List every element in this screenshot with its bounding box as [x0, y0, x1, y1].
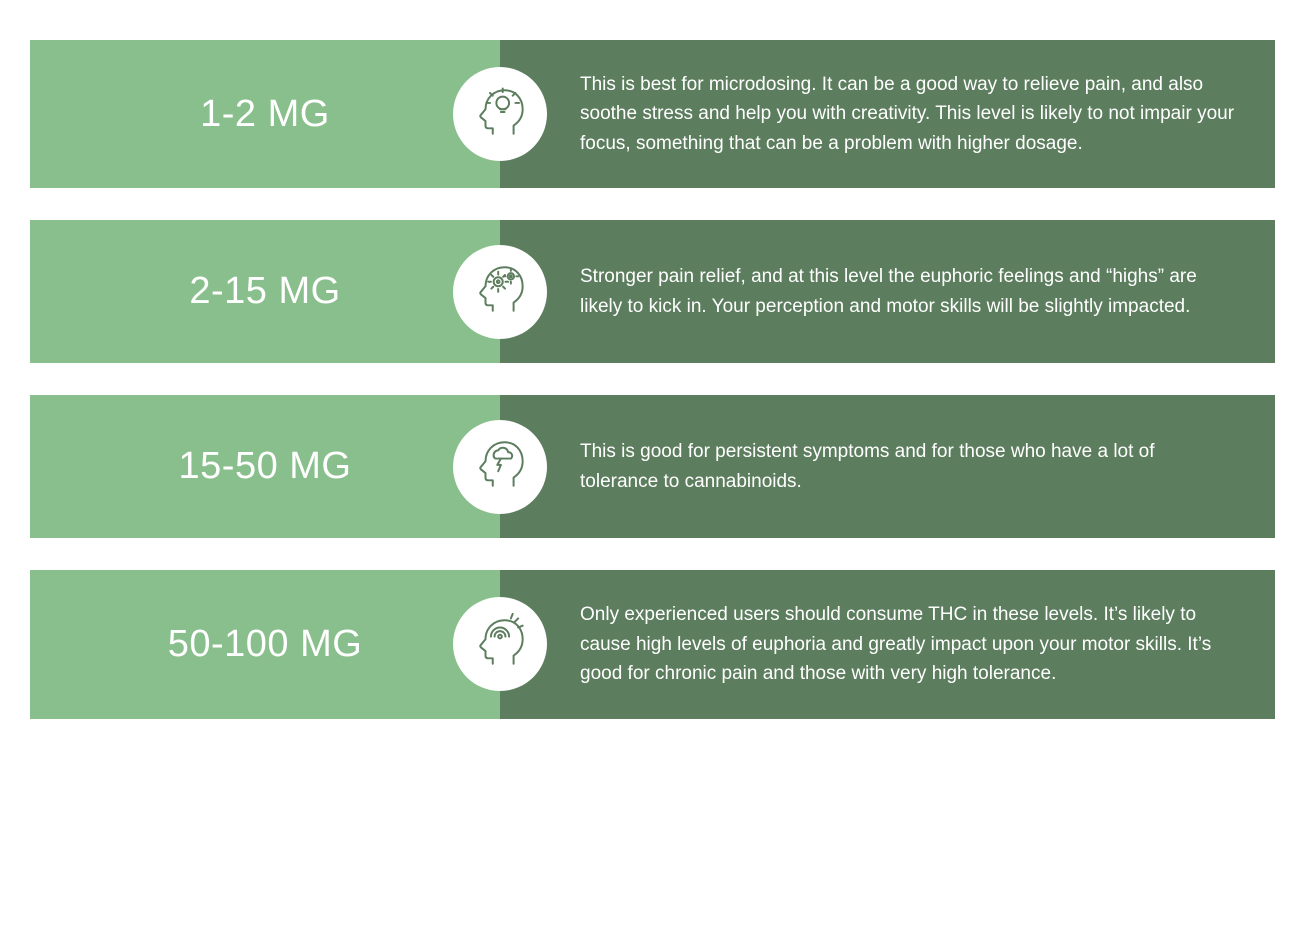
dose-panel: 15-50 MG	[30, 395, 500, 538]
description-text: This is best for microdosing. It can be …	[580, 70, 1235, 158]
icon-circle	[453, 420, 547, 514]
dose-label: 50-100 MG	[168, 623, 363, 666]
gears-head-icon	[471, 260, 529, 323]
dose-label: 2-15 MG	[189, 270, 340, 313]
dose-label: 15-50 MG	[179, 445, 352, 488]
storm-head-icon	[471, 435, 529, 498]
description-text: Stronger pain relief, and at this level …	[580, 262, 1235, 321]
description-text: Only experienced users should consume TH…	[580, 600, 1235, 688]
description-panel: Stronger pain relief, and at this level …	[500, 220, 1275, 363]
dose-panel: 2-15 MG	[30, 220, 500, 363]
description-panel: This is best for microdosing. It can be …	[500, 40, 1275, 188]
lightbulb-head-icon	[471, 83, 529, 146]
dose-panel: 50-100 MG	[30, 570, 500, 718]
radiate-head-icon	[471, 613, 529, 676]
dosage-row: 15-50 MG This is good for persistent sym…	[30, 395, 1275, 538]
icon-circle	[453, 245, 547, 339]
icon-circle	[453, 597, 547, 691]
dose-panel: 1-2 MG	[30, 40, 500, 188]
dosage-row: 2-15 MG Stronger pain relief, and at thi…	[30, 220, 1275, 363]
icon-circle	[453, 67, 547, 161]
description-panel: Only experienced users should consume TH…	[500, 570, 1275, 718]
dosage-row: 50-100 MG Only experienced users should …	[30, 570, 1275, 718]
description-panel: This is good for persistent symptoms and…	[500, 395, 1275, 538]
dosage-row: 1-2 MG This is best for microdosing. It …	[30, 40, 1275, 188]
dose-label: 1-2 MG	[200, 93, 330, 136]
description-text: This is good for persistent symptoms and…	[580, 437, 1235, 496]
